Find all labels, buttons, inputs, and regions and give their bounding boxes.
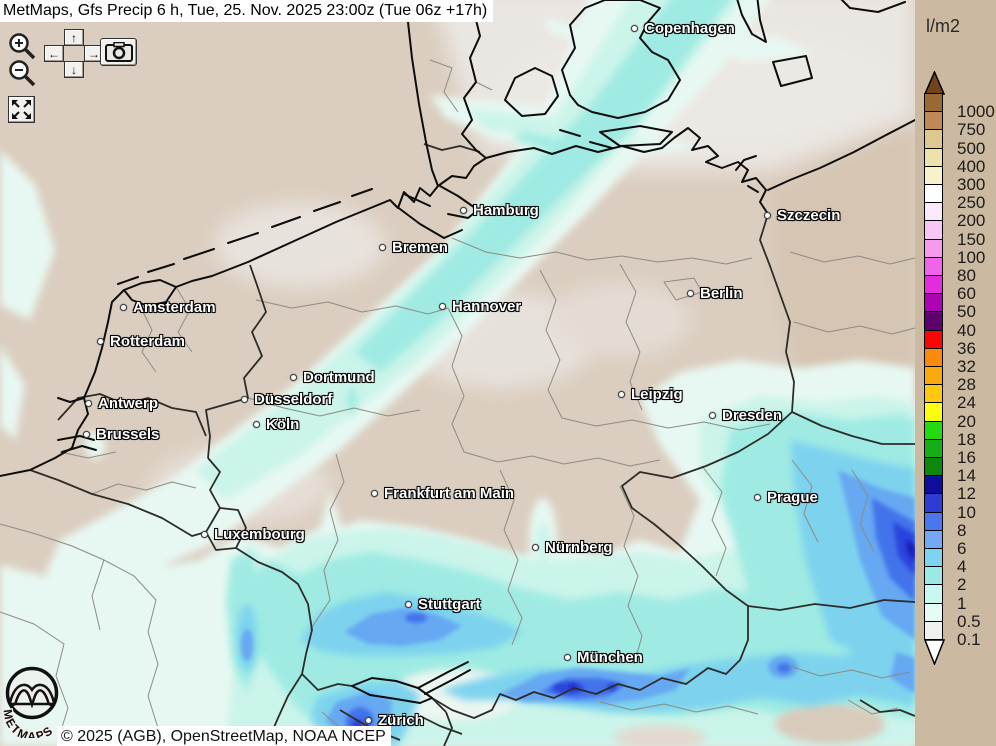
legend-value-label: 18	[957, 429, 976, 449]
legend-value-label: 400	[957, 156, 986, 176]
legend-color-chip	[924, 438, 943, 458]
legend-value-label: 10	[957, 502, 976, 522]
legend-value-label: 24	[957, 393, 976, 413]
legend-color-chip	[924, 529, 943, 549]
legend-color-chip	[924, 93, 943, 113]
metmaps-logo-icon: METMAPS	[0, 666, 59, 745]
camera-icon	[104, 42, 133, 62]
legend-color-chip	[924, 129, 943, 149]
legend-value-label: 1	[957, 593, 967, 613]
attribution-bar: © 2025 (AGB), OpenStreetMap, NOAA NCEP	[57, 726, 391, 746]
legend-color-chip	[924, 238, 943, 258]
metmaps-logo: METMAPS	[0, 666, 65, 745]
pan-control: ↑ ← → ↓	[42, 29, 106, 79]
legend-value-label: 28	[957, 375, 976, 395]
legend-color-chip	[924, 275, 943, 295]
legend-arrow-down	[924, 639, 945, 665]
zoom-in-button[interactable]	[6, 31, 38, 68]
legend-value-label: 4	[957, 557, 967, 577]
legend-color-chip	[924, 511, 943, 531]
legend-color-chip	[924, 420, 943, 440]
legend-arrow-up	[924, 71, 945, 95]
fullscreen-icon	[12, 100, 31, 119]
legend-value-label: 100	[957, 247, 986, 267]
legend-value-label: 12	[957, 484, 976, 504]
region-borders	[0, 59, 916, 746]
legend-value-label: 300	[957, 175, 986, 194]
legend-value-label: 36	[957, 338, 976, 358]
legend-value-label: 6	[957, 539, 967, 558]
legend-value-label: 0.1	[957, 630, 981, 649]
legend-color-chip	[924, 220, 943, 240]
pan-left-button[interactable]: ←	[44, 45, 64, 62]
legend-value-label: 1000	[957, 102, 995, 122]
legend-value-label: 40	[957, 320, 976, 340]
zoom-in-icon	[9, 33, 36, 60]
legend-value-label: 150	[957, 229, 986, 249]
zoom-out-button[interactable]	[6, 58, 38, 95]
zoom-out-icon	[9, 60, 36, 87]
legend-color-chip	[924, 311, 943, 331]
pan-down-button[interactable]: ↓	[64, 61, 84, 78]
map-title-bar: MetMaps, Gfs Precip 6 h, Tue, 25. Nov. 2…	[0, 0, 494, 22]
legend-value-label: 750	[957, 120, 986, 140]
legend-value-label: 80	[957, 266, 976, 285]
legend-color-chip	[924, 202, 943, 222]
legend-color-chip	[924, 602, 943, 622]
legend-color-chip	[924, 256, 943, 276]
legend-unit-label: l/m2	[926, 16, 961, 36]
legend-value-label: 200	[957, 211, 986, 231]
attribution-text: © 2025 (AGB), OpenStreetMap, NOAA NCEP	[61, 728, 386, 745]
legend-color-chip	[924, 147, 943, 167]
legend-value-label: 250	[957, 193, 986, 213]
legend-color-chip	[924, 620, 943, 640]
pan-up-button[interactable]: ↑	[64, 29, 84, 46]
legend-color-chip	[924, 475, 943, 495]
legend-value-label: 0.5	[957, 611, 981, 631]
precip-legend-panel: l/m2 1000 750 500 400 300 250 200 150 100 80 60 50 4…	[915, 0, 996, 746]
legend-value-label: 8	[957, 520, 967, 540]
legend-color-chip	[924, 347, 943, 367]
map-title: MetMaps, Gfs Precip 6 h, Tue, 25. Nov. 2…	[3, 2, 488, 19]
legend-value-label: 32	[957, 357, 976, 376]
legend-color-chip	[924, 402, 943, 422]
legend-color-chip	[924, 111, 943, 131]
coastlines	[0, 0, 916, 704]
legend-color-chip	[924, 184, 943, 204]
legend-color-chip	[924, 566, 943, 586]
legend-color-chip	[924, 293, 943, 313]
legend-value-label: 16	[957, 448, 976, 467]
legend-value-label: 2	[957, 575, 967, 595]
legend-color-chip	[924, 548, 943, 568]
legend-color-chip	[924, 493, 943, 513]
legend-value-label: 14	[957, 466, 976, 486]
legend-value-label: 50	[957, 302, 976, 322]
legend-color-chip	[924, 165, 943, 185]
legend-value-label: 60	[957, 284, 976, 304]
legend-color-chip	[924, 366, 943, 386]
legend-color-chip	[924, 584, 943, 604]
legend-color-chip	[924, 329, 943, 349]
legend-value-label: 20	[957, 411, 976, 431]
fullscreen-button[interactable]	[8, 96, 35, 123]
legend-value-label: 500	[957, 138, 986, 158]
legend-color-chip	[924, 384, 943, 404]
snapshot-button[interactable]	[100, 38, 137, 66]
legend-color-chip	[924, 457, 943, 477]
